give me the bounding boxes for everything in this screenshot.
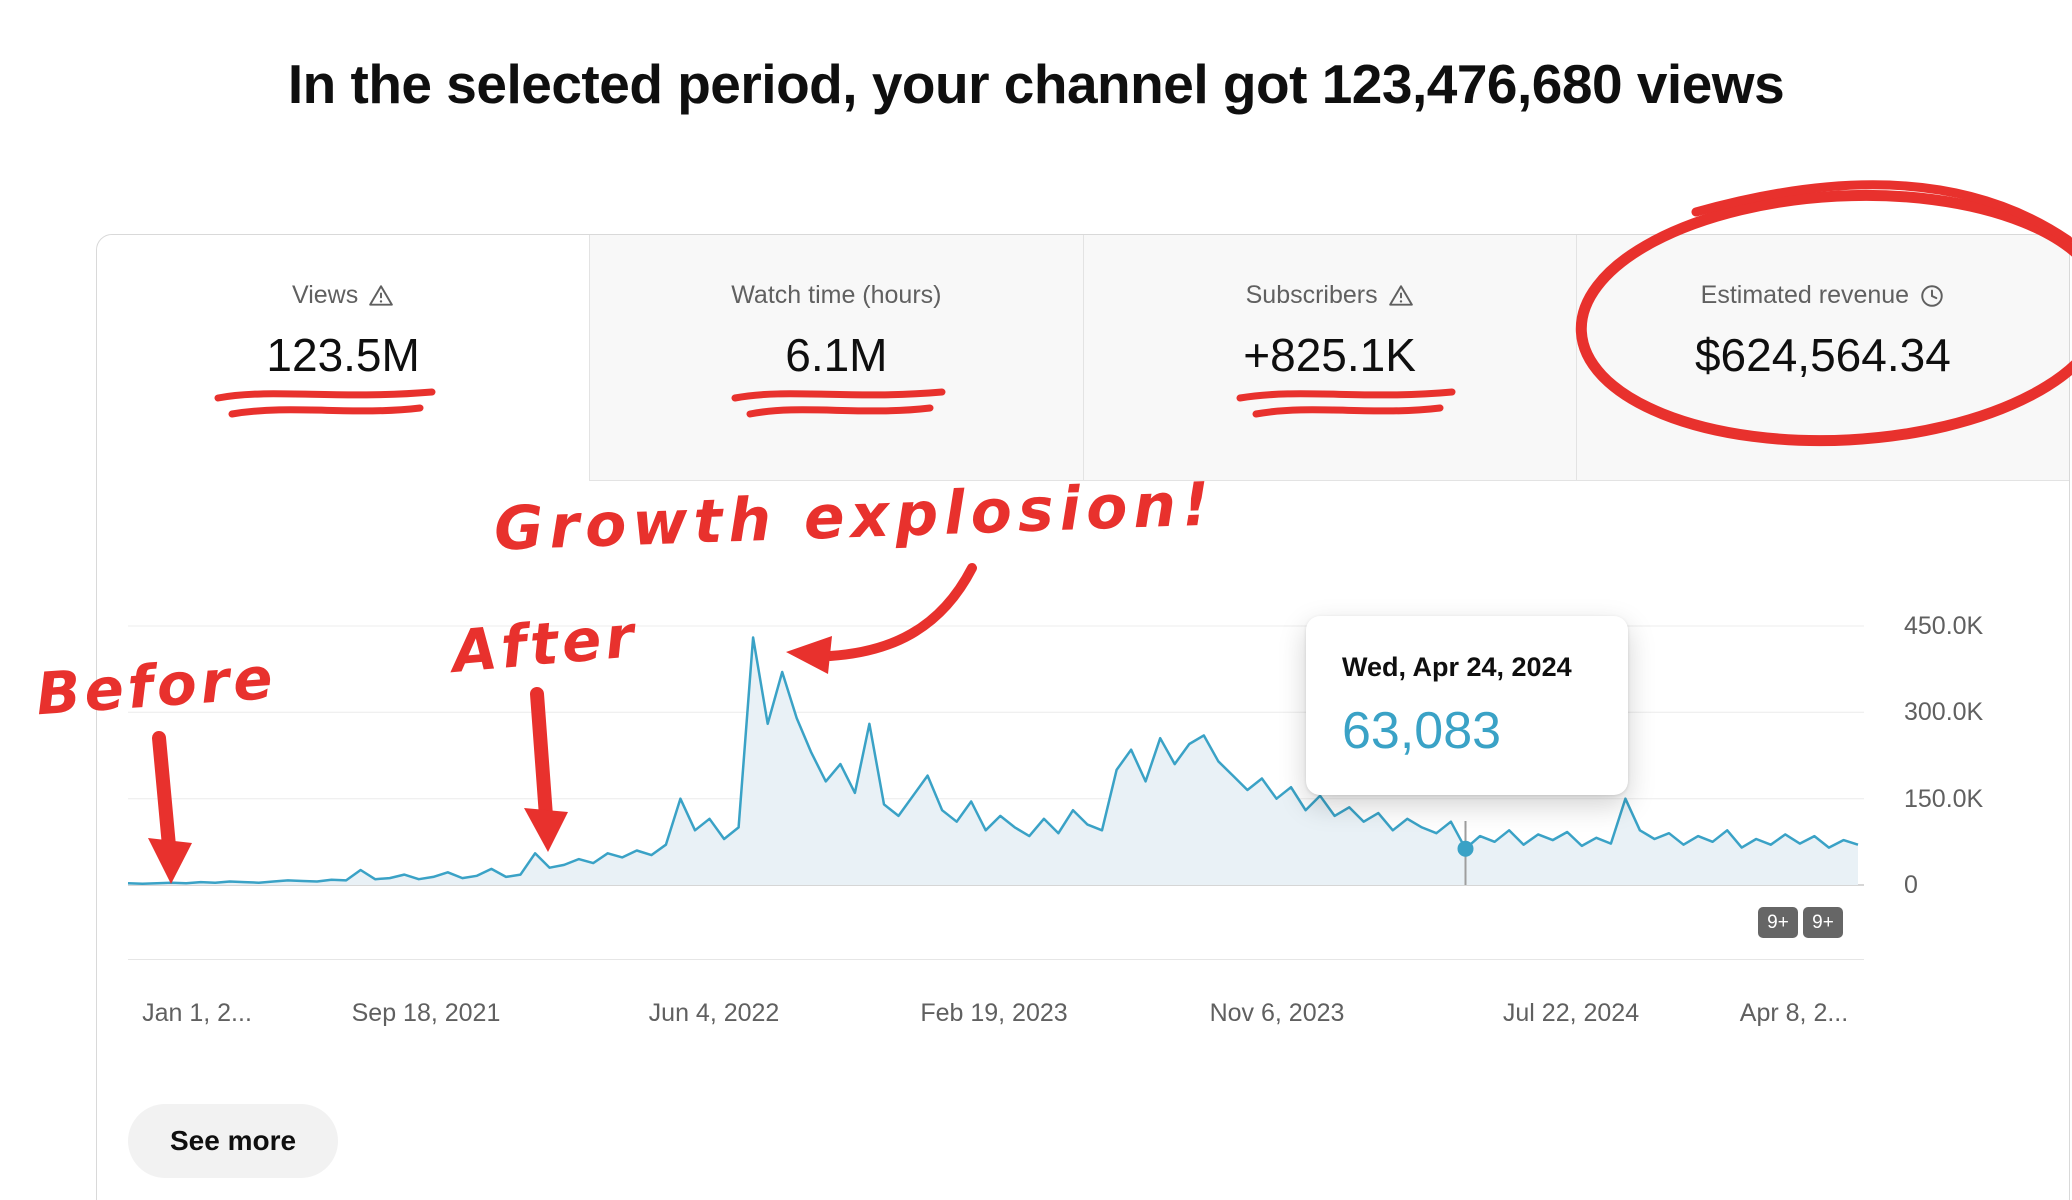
tab-watch-time[interactable]: Watch time (hours) 6.1M: [589, 235, 1083, 481]
metric-tabs: Views 123.5M Watch time (hours) 6.1M Sub…: [97, 235, 2069, 481]
x-tick-jan-2021: Jan 1, 2...: [142, 999, 252, 1027]
see-more-button[interactable]: See more: [128, 1104, 339, 1178]
chart-tooltip: Wed, Apr 24, 2024 63,083: [1306, 616, 1628, 795]
warning-icon: [368, 283, 394, 309]
tab-subscribers-label: Subscribers: [1245, 281, 1378, 309]
analytics-card: Views 123.5M Watch time (hours) 6.1M Sub…: [96, 234, 2070, 1200]
x-tick-nov-2023: Nov 6, 2023: [1209, 999, 1345, 1027]
x-tick-jul-2024: Jul 22, 2024: [1502, 999, 1640, 1027]
x-tick-sep-2021: Sep 18, 2021: [351, 999, 501, 1027]
tooltip-value: 63,083: [1342, 702, 1502, 760]
x-tick-feb-2023: Feb 19, 2023: [920, 999, 1068, 1027]
tab-views-value: 123.5M: [266, 329, 420, 381]
tab-estimated-revenue-label: Estimated revenue: [1700, 281, 1910, 309]
tab-watch-time-label: Watch time (hours): [731, 281, 942, 309]
highlight-dot: [1457, 840, 1474, 857]
overflow-badge[interactable]: 9+: [1803, 907, 1843, 938]
tooltip-date: Wed, Apr 24, 2024: [1342, 652, 1572, 682]
tab-estimated-revenue[interactable]: Estimated revenue $624,564.34: [1575, 235, 2069, 481]
tab-watch-time-header: Watch time (hours): [731, 281, 941, 310]
tab-views[interactable]: Views 123.5M: [97, 235, 590, 481]
tab-subscribers-value: +825.1K: [1243, 329, 1416, 381]
x-axis-separator: [128, 959, 1864, 960]
y-tick-0: 0: [1904, 871, 1918, 899]
chart-line: [127, 636, 1859, 886]
y-tick-150k: 150.0K: [1904, 785, 1984, 813]
overflow-badge[interactable]: 9+: [1758, 907, 1798, 938]
tab-estimated-revenue-value: $624,564.34: [1694, 329, 1951, 381]
x-tick-apr-2025: Apr 8, 2...: [1739, 999, 1849, 1027]
page-title: In the selected period, your channel got…: [287, 53, 1785, 115]
tab-subscribers-header: Subscribers: [1246, 281, 1414, 310]
y-tick-450k: 450.0K: [1904, 612, 1984, 640]
tab-watch-time-value: 6.1M: [785, 329, 888, 381]
tab-views-header: Views: [292, 281, 394, 310]
x-tick-jun-2022: Jun 4, 2022: [648, 999, 780, 1027]
tab-views-label: Views: [292, 281, 359, 309]
chart-area: [128, 637, 1858, 885]
y-tick-300k: 300.0K: [1904, 698, 1984, 726]
tab-estimated-revenue-header: Estimated revenue: [1701, 281, 1945, 310]
warning-icon: [1388, 283, 1414, 309]
clock-icon: [1919, 283, 1945, 309]
tab-subscribers[interactable]: Subscribers +825.1K: [1082, 235, 1576, 481]
